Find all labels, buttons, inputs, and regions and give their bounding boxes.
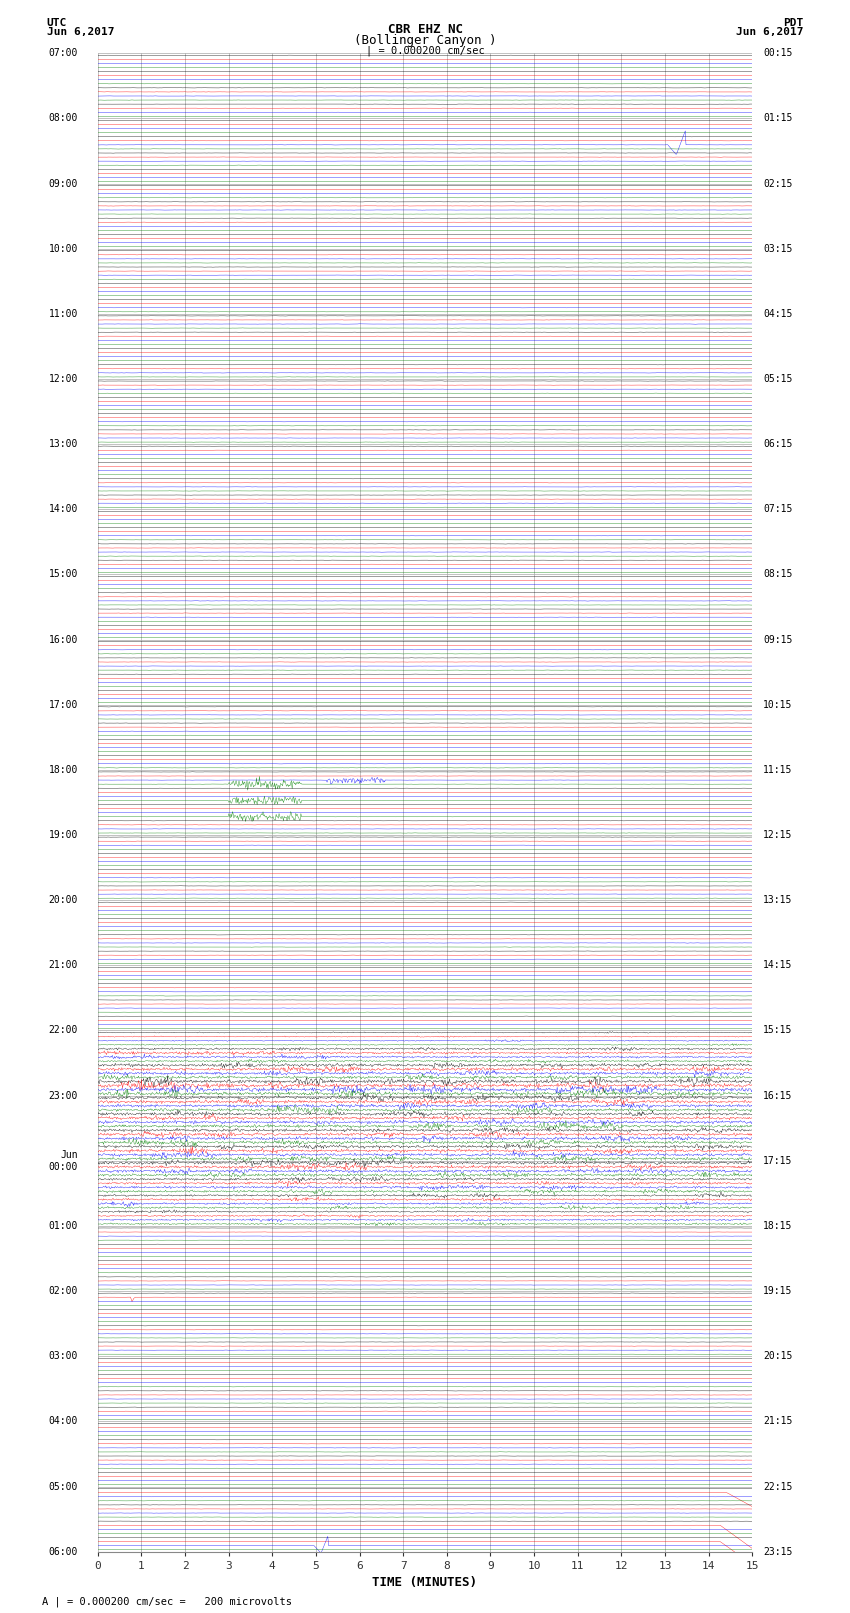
Text: 19:00: 19:00 [48,831,78,840]
Text: 03:15: 03:15 [763,244,792,253]
Text: 02:15: 02:15 [763,179,792,189]
Text: 01:00: 01:00 [48,1221,78,1231]
Text: 08:00: 08:00 [48,113,78,123]
Text: UTC: UTC [47,18,67,27]
Text: 06:15: 06:15 [763,439,792,448]
Text: 22:00: 22:00 [48,1026,78,1036]
Text: PDT: PDT [783,18,803,27]
Text: 00:15: 00:15 [763,48,792,58]
Text: 17:15: 17:15 [763,1157,792,1166]
Text: Jun
00:00: Jun 00:00 [48,1150,78,1171]
Text: 16:00: 16:00 [48,634,78,645]
Text: 11:00: 11:00 [48,308,78,319]
Text: 15:00: 15:00 [48,569,78,579]
Text: 02:00: 02:00 [48,1286,78,1297]
Text: 18:15: 18:15 [763,1221,792,1231]
Text: 09:15: 09:15 [763,634,792,645]
Text: 10:00: 10:00 [48,244,78,253]
Text: 23:00: 23:00 [48,1090,78,1100]
Text: | = 0.000200 cm/sec: | = 0.000200 cm/sec [366,45,484,56]
Text: 21:00: 21:00 [48,960,78,971]
Text: 05:15: 05:15 [763,374,792,384]
Text: 11:15: 11:15 [763,765,792,774]
X-axis label: TIME (MINUTES): TIME (MINUTES) [372,1576,478,1589]
Text: A | = 0.000200 cm/sec =   200 microvolts: A | = 0.000200 cm/sec = 200 microvolts [42,1595,292,1607]
Text: 16:15: 16:15 [763,1090,792,1100]
Text: 20:15: 20:15 [763,1352,792,1361]
Text: (Bollinger Canyon ): (Bollinger Canyon ) [354,34,496,47]
Text: 13:00: 13:00 [48,439,78,448]
Text: 05:00: 05:00 [48,1482,78,1492]
Text: 22:15: 22:15 [763,1482,792,1492]
Text: 07:15: 07:15 [763,505,792,515]
Text: 04:15: 04:15 [763,308,792,319]
Text: 14:00: 14:00 [48,505,78,515]
Text: 01:15: 01:15 [763,113,792,123]
Text: 09:00: 09:00 [48,179,78,189]
Text: 20:00: 20:00 [48,895,78,905]
Text: 12:15: 12:15 [763,831,792,840]
Text: 18:00: 18:00 [48,765,78,774]
Text: Jun 6,2017: Jun 6,2017 [47,27,114,37]
Text: 23:15: 23:15 [763,1547,792,1557]
Text: 08:15: 08:15 [763,569,792,579]
Text: 10:15: 10:15 [763,700,792,710]
Text: Jun 6,2017: Jun 6,2017 [736,27,803,37]
Text: 14:15: 14:15 [763,960,792,971]
Text: 07:00: 07:00 [48,48,78,58]
Text: 19:15: 19:15 [763,1286,792,1297]
Text: 12:00: 12:00 [48,374,78,384]
Text: 06:00: 06:00 [48,1547,78,1557]
Text: 04:00: 04:00 [48,1416,78,1426]
Text: 15:15: 15:15 [763,1026,792,1036]
Text: 03:00: 03:00 [48,1352,78,1361]
Text: CBR EHZ NC: CBR EHZ NC [388,23,462,35]
Text: 17:00: 17:00 [48,700,78,710]
Text: 21:15: 21:15 [763,1416,792,1426]
Text: 13:15: 13:15 [763,895,792,905]
